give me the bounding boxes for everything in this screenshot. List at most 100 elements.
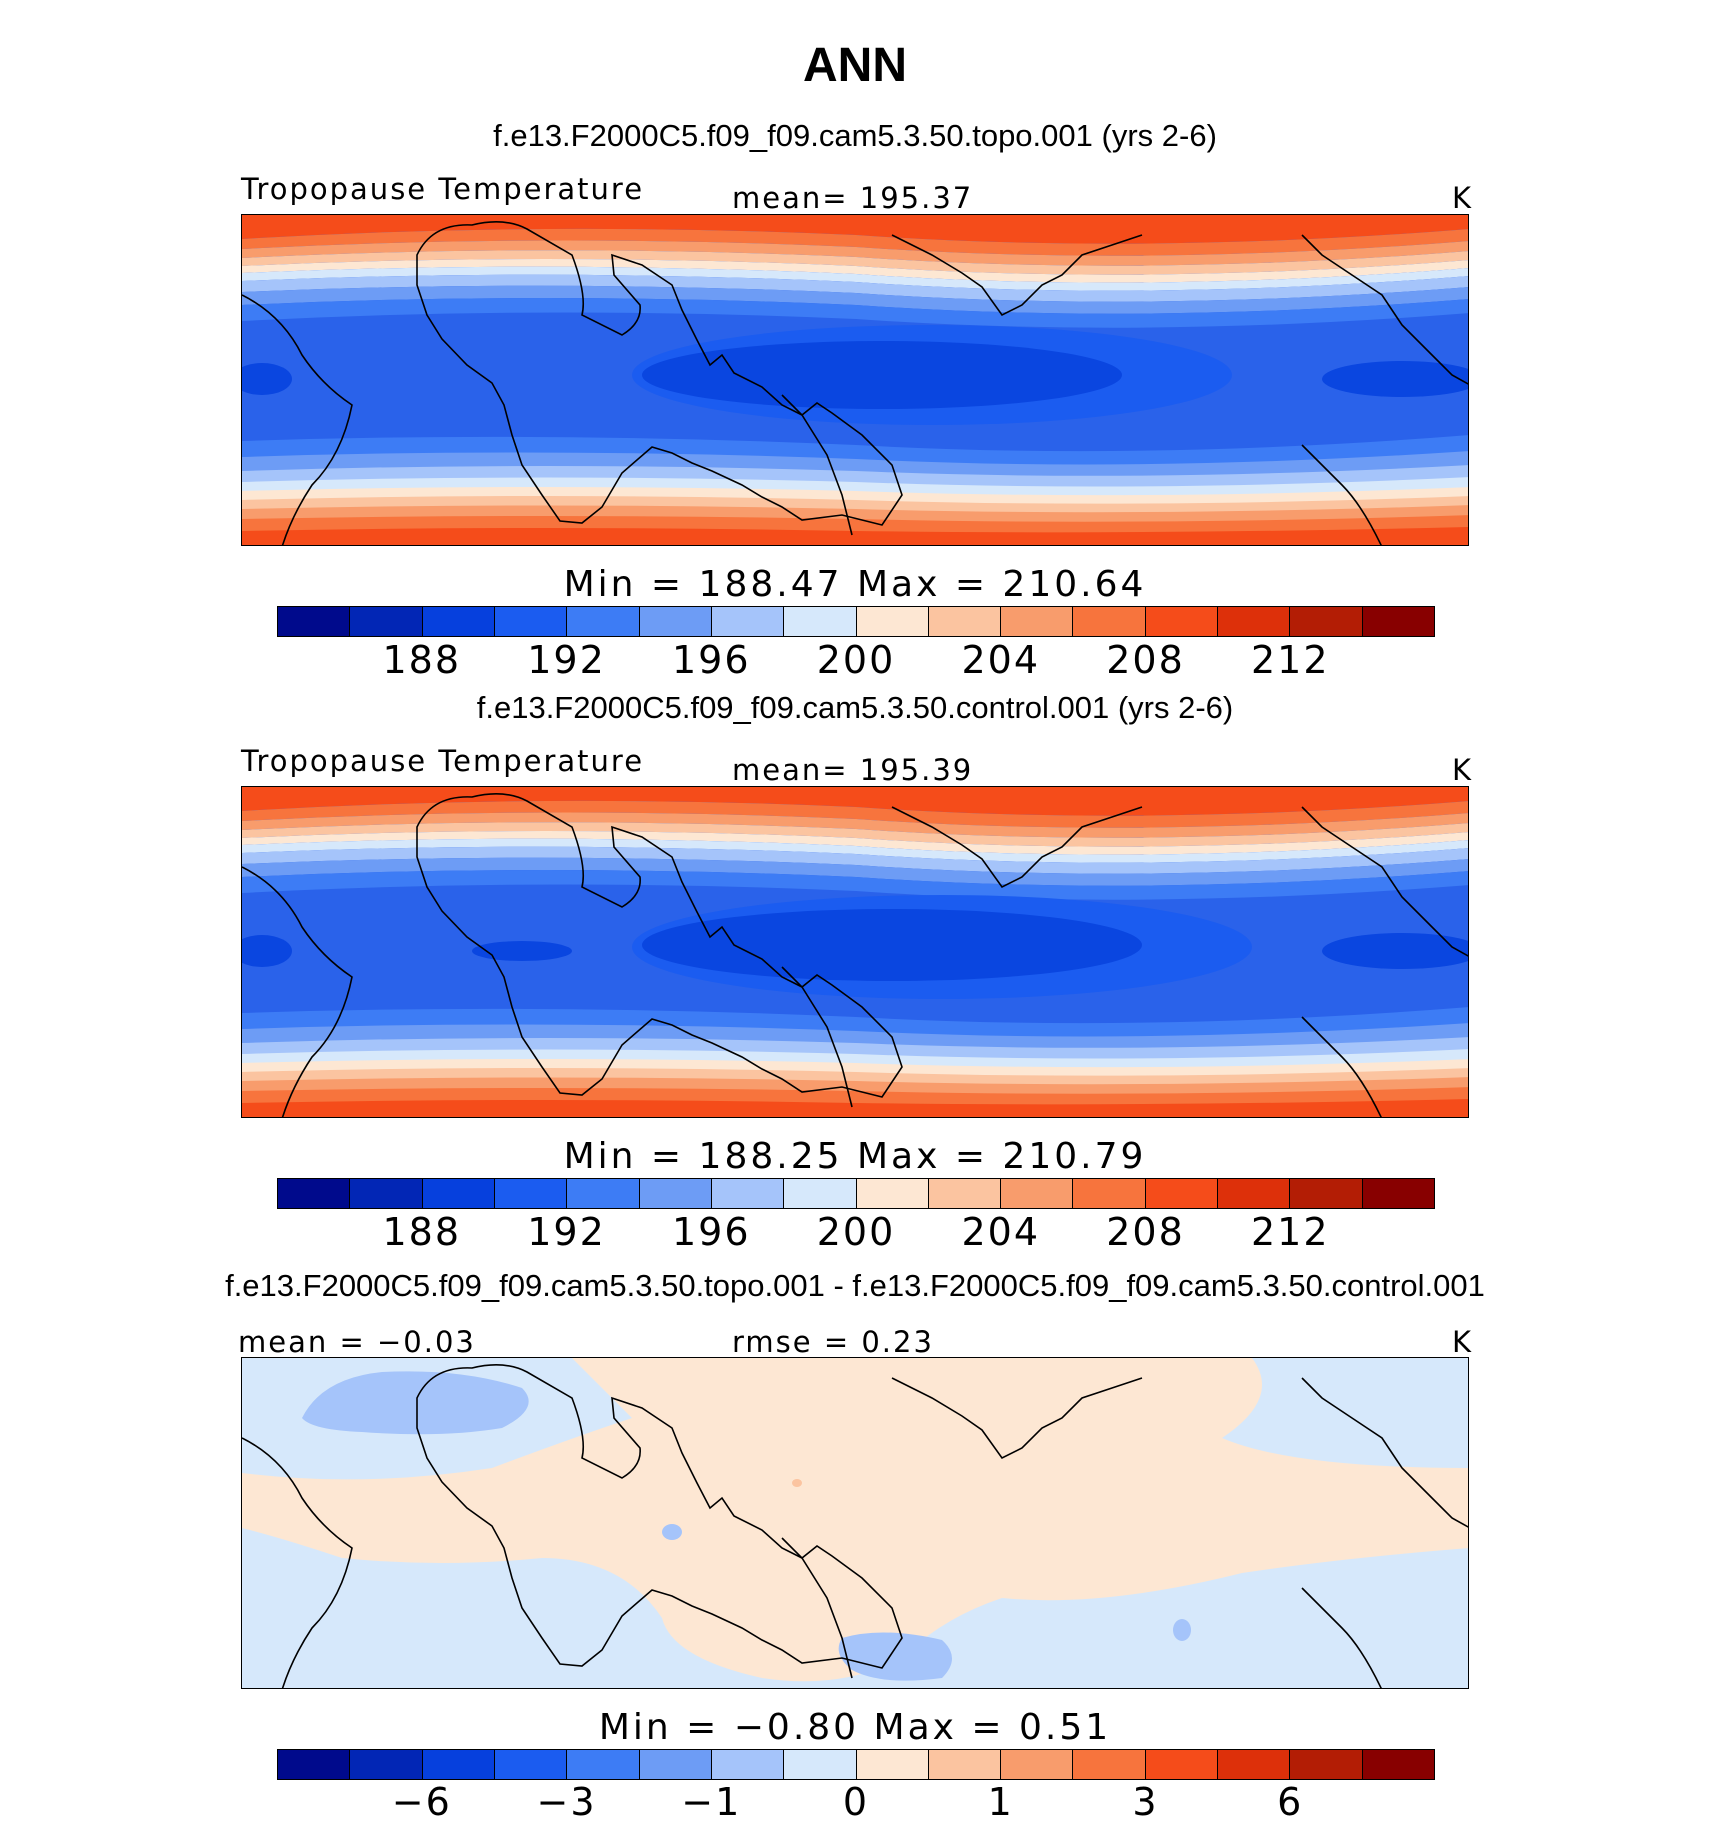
panel1-tick: 212 <box>1250 638 1330 682</box>
panel3-rmse-label: rmse = 0.23 <box>732 1325 934 1359</box>
panel3-colorbar-ticks: −6 −3 −1 0 1 3 6 <box>277 1780 1435 1824</box>
panel2-tick: 196 <box>671 1210 751 1254</box>
panel3-tick: 1 <box>987 1780 1014 1824</box>
colorbar-swatch <box>422 1750 495 1779</box>
colorbar-swatch <box>567 1750 640 1779</box>
colorbar-swatch <box>784 1179 857 1208</box>
panel2-variable-label: Tropopause Temperature <box>241 744 645 778</box>
panel2-colorbar-ticks: 188 192 196 200 204 208 212 <box>277 1210 1435 1254</box>
panel1-tick: 188 <box>382 638 462 682</box>
panel3-contour-bands <box>242 1358 1468 1682</box>
panel3-case-title: f.e13.F2000C5.f09_f09.cam5.3.50.topo.001… <box>225 1268 1485 1303</box>
colorbar-swatch <box>494 1750 568 1779</box>
colorbar-swatch <box>1001 1750 1074 1779</box>
panel3-tick: −6 <box>391 1780 452 1824</box>
colorbar-swatch <box>1362 607 1434 636</box>
colorbar-swatch <box>1218 607 1291 636</box>
panel1-tick: 196 <box>671 638 751 682</box>
colorbar-swatch <box>350 607 423 636</box>
colorbar-swatch <box>1145 607 1219 636</box>
panel1-colorbar <box>277 606 1435 637</box>
panel2-units-label: K <box>1452 753 1474 787</box>
panel1-variable-label: Tropopause Temperature <box>241 172 645 206</box>
panel3-tick: −3 <box>536 1780 597 1824</box>
panel2-tick: 200 <box>816 1210 896 1254</box>
panel1-minmax: Min = 188.47 Max = 210.64 <box>563 564 1147 605</box>
panel3-tick: 0 <box>842 1780 870 1824</box>
panel1-tick: 192 <box>527 638 606 682</box>
colorbar-swatch <box>639 1750 712 1779</box>
colorbar-swatch <box>1073 1179 1146 1208</box>
colorbar-swatch <box>1362 1179 1434 1208</box>
colorbar-swatch <box>1290 1179 1363 1208</box>
panel1-colorbar-ticks: 188 192 196 200 204 208 212 <box>277 638 1435 682</box>
colorbar-swatch <box>350 1179 423 1208</box>
panel2-tick: 212 <box>1250 1210 1330 1254</box>
panel1-coastlines <box>242 221 1468 545</box>
panel2-coastlines <box>242 793 1468 1117</box>
panel3-mean-label: mean = −0.03 <box>238 1325 476 1359</box>
colorbar-swatch <box>422 1179 495 1208</box>
colorbar-swatch <box>1362 1750 1434 1779</box>
colorbar-swatch <box>639 1179 712 1208</box>
panel2-colorbar <box>277 1178 1435 1209</box>
panel3-tick: 3 <box>1132 1780 1159 1824</box>
colorbar-swatch <box>784 607 857 636</box>
colorbar-swatch <box>856 607 929 636</box>
panel3-colorbar <box>277 1749 1435 1780</box>
panel3-map <box>241 1357 1469 1689</box>
panel1-mean-label: mean= 195.37 <box>732 181 974 215</box>
colorbar-swatch <box>856 1750 929 1779</box>
colorbar-swatch <box>1001 607 1074 636</box>
panel1-map <box>241 214 1469 546</box>
colorbar-swatch <box>1290 1750 1363 1779</box>
panel3-tick: 6 <box>1277 1780 1304 1824</box>
panel2-tick: 204 <box>961 1210 1041 1254</box>
panel2-minmax: Min = 188.25 Max = 210.79 <box>563 1136 1147 1177</box>
colorbar-swatch <box>494 607 568 636</box>
panel2-tick: 192 <box>527 1210 606 1254</box>
colorbar-swatch <box>278 1179 351 1208</box>
panel2-mean-label: mean= 195.39 <box>732 753 974 787</box>
panel2-map <box>241 786 1469 1118</box>
colorbar-swatch <box>278 607 351 636</box>
colorbar-swatch <box>711 1179 785 1208</box>
colorbar-swatch <box>928 1750 1002 1779</box>
colorbar-swatch <box>567 1179 640 1208</box>
panel1-contour-bands <box>242 215 1468 545</box>
panel1-tick: 200 <box>816 638 896 682</box>
colorbar-swatch <box>350 1750 423 1779</box>
colorbar-swatch <box>784 1750 857 1779</box>
colorbar-swatch <box>1001 1179 1074 1208</box>
panel1-units-label: K <box>1452 181 1474 215</box>
panel1-case-title: f.e13.F2000C5.f09_f09.cam5.3.50.topo.001… <box>493 118 1217 153</box>
colorbar-swatch <box>711 1750 785 1779</box>
panel1-tick: 204 <box>961 638 1041 682</box>
colorbar-swatch <box>567 607 640 636</box>
panel1-tick: 208 <box>1106 638 1185 682</box>
panel3-coastlines <box>242 1364 1468 1688</box>
colorbar-swatch <box>639 607 712 636</box>
panel3-tick: −1 <box>681 1780 742 1824</box>
colorbar-swatch <box>928 1179 1002 1208</box>
colorbar-swatch <box>1290 607 1363 636</box>
colorbar-swatch <box>422 607 495 636</box>
panel3-units-label: K <box>1452 1325 1474 1359</box>
colorbar-swatch <box>856 1179 929 1208</box>
colorbar-swatch <box>1073 607 1146 636</box>
panel2-tick: 188 <box>382 1210 462 1254</box>
colorbar-swatch <box>278 1750 351 1779</box>
colorbar-swatch <box>1218 1179 1291 1208</box>
figure-title: ANN <box>803 39 907 92</box>
colorbar-swatch <box>711 607 785 636</box>
colorbar-swatch <box>1073 1750 1146 1779</box>
colorbar-swatch <box>1145 1750 1219 1779</box>
colorbar-swatch <box>494 1179 568 1208</box>
panel2-case-title: f.e13.F2000C5.f09_f09.cam5.3.50.control.… <box>476 690 1234 725</box>
panel2-tick: 208 <box>1106 1210 1185 1254</box>
panel3-minmax: Min = −0.80 Max = 0.51 <box>598 1707 1112 1748</box>
colorbar-swatch <box>1145 1179 1219 1208</box>
colorbar-swatch <box>928 607 1002 636</box>
panel2-contour-bands <box>242 787 1468 1117</box>
colorbar-swatch <box>1218 1750 1291 1779</box>
